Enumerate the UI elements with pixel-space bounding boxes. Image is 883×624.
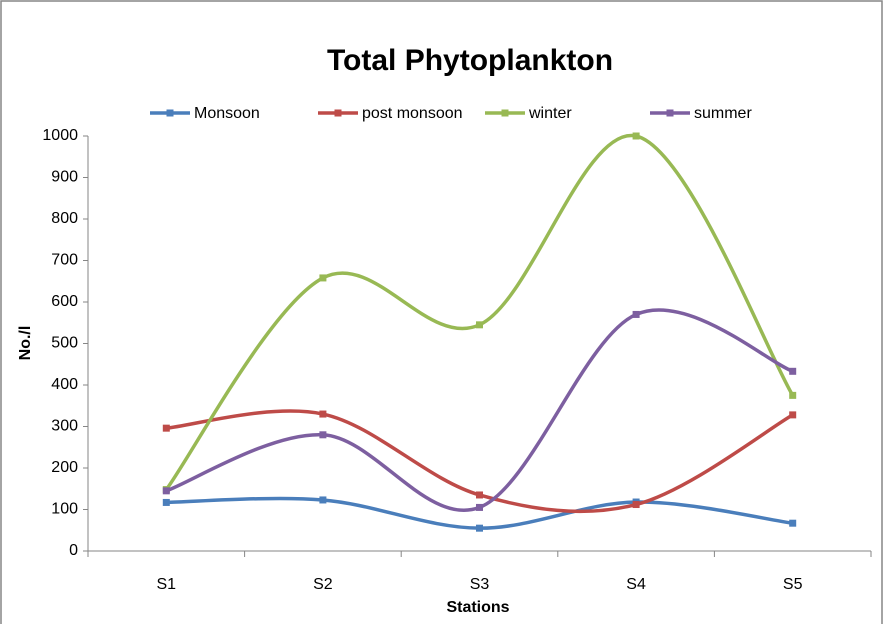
marker: [632, 132, 640, 140]
x-tick-label: S5: [783, 576, 803, 593]
marker: [632, 501, 640, 509]
chart-title: Total Phytoplankton: [327, 44, 613, 77]
marker: [319, 410, 327, 418]
x-axis-title: Stations: [446, 599, 509, 616]
marker: [476, 524, 483, 532]
marker: [789, 367, 797, 375]
marker: [476, 321, 483, 329]
x-tick-label: S1: [157, 576, 177, 593]
legend-label: post monsoon: [362, 105, 463, 122]
legend-label: summer: [694, 105, 752, 122]
y-tick-label: 700: [51, 252, 78, 269]
marker: [789, 391, 797, 399]
y-tick-label: 300: [51, 418, 78, 435]
legend-marker: [166, 109, 174, 117]
series-line: [164, 133, 795, 491]
marker: [162, 424, 170, 432]
x-tick-label: S3: [470, 576, 490, 593]
marker: [319, 431, 327, 439]
y-tick-label: 600: [51, 293, 78, 310]
marker: [162, 487, 170, 495]
marker: [476, 503, 483, 511]
marker: [319, 496, 327, 504]
legend-marker: [666, 109, 674, 117]
x-tick-label: S4: [626, 576, 646, 593]
marker: [476, 491, 483, 499]
y-tick-label: 400: [51, 376, 78, 393]
marker: [789, 411, 797, 419]
legend-marker: [334, 109, 342, 117]
legend-label: Monsoon: [194, 105, 260, 122]
marker: [319, 274, 327, 282]
y-axis-title: No./l: [17, 326, 34, 361]
legend-marker: [501, 109, 509, 117]
y-tick-label: 500: [51, 335, 78, 352]
legend-label: winter: [528, 105, 572, 122]
y-tick-label: 800: [51, 210, 78, 227]
y-tick-label: 0: [69, 542, 78, 559]
y-tick-label: 200: [51, 459, 78, 476]
y-tick-label: 900: [51, 169, 78, 186]
y-tick-label: 100: [51, 501, 78, 518]
marker: [789, 519, 797, 527]
marker: [632, 310, 640, 318]
x-tick-label: S2: [313, 576, 333, 593]
marker: [162, 498, 170, 506]
y-tick-label: 1000: [42, 127, 78, 144]
